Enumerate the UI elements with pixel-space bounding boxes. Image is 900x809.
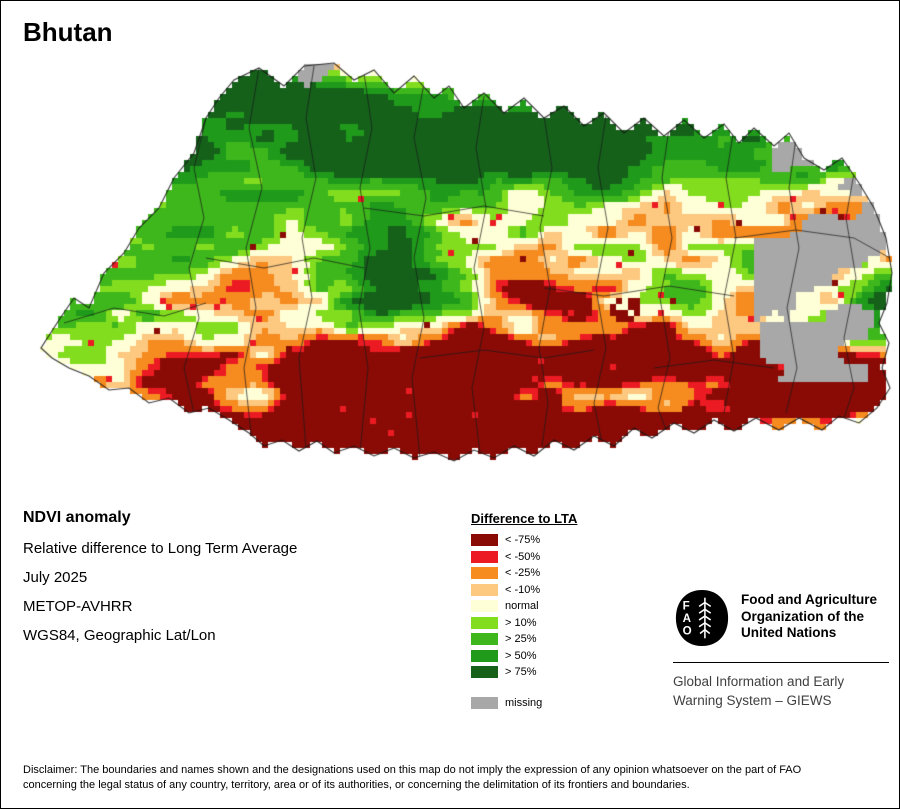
svg-text:O: O — [683, 624, 692, 637]
legend-item: > 25% — [471, 631, 577, 648]
map-info-sensor: METOP-AVHRR — [23, 598, 133, 615]
legend-swatch-lt10 — [471, 583, 498, 596]
legend: Difference to LTA < -75% < -50% < -25% < -1… — [471, 511, 577, 711]
legend-swatch-lt75 — [471, 534, 498, 547]
map-info-subtitle: Relative difference to Long Term Average — [23, 540, 298, 557]
legend-item: normal — [471, 598, 577, 615]
disclaimer: Disclaimer: The boundaries and names sho… — [23, 763, 879, 793]
legend-label: missing — [505, 696, 543, 709]
legend-swatch-gt25 — [471, 633, 498, 646]
giews-caption: Global Information and Early Warning Sys… — [673, 672, 844, 710]
legend-swatch-lt50 — [471, 550, 498, 563]
legend-items: < -75% < -50% < -25% < -10% normal > 10% > 25%… — [471, 532, 577, 681]
svg-text:F: F — [683, 599, 690, 612]
legend-item: > 10% — [471, 615, 577, 632]
legend-item: < -10% — [471, 582, 577, 599]
fao-divider — [673, 662, 889, 663]
fao-org-line: Food and Agriculture — [741, 592, 877, 607]
legend-label: > 10% — [505, 616, 537, 629]
legend-item: < -50% — [471, 549, 577, 566]
svg-text:A: A — [683, 612, 692, 625]
disclaimer-line: Disclaimer: The boundaries and names sho… — [23, 764, 802, 776]
fao-logo-icon: F A O — [675, 589, 729, 647]
legend-item: < -75% — [471, 532, 577, 549]
disclaimer-line: concerning the legal status of any count… — [23, 779, 690, 791]
legend-label: normal — [505, 600, 539, 613]
fao-org-line: Organization of the — [741, 608, 864, 624]
map-info: NDVI anomaly Relative difference to Long… — [23, 509, 297, 656]
giews-line: Global Information and Early — [673, 674, 845, 689]
legend-swatch-gt10 — [471, 616, 498, 629]
map-info-heading: NDVI anomaly — [23, 509, 131, 526]
legend-item: < -25% — [471, 565, 577, 582]
legend-label: > 50% — [505, 649, 537, 662]
page-title: Bhutan — [23, 17, 113, 47]
map-info-projection: WGS84, Geographic Lat/Lon — [23, 627, 216, 644]
bhutan-ndvi-map — [34, 58, 894, 463]
legend-title: Difference to LTA — [471, 511, 578, 526]
legend-swatch-gt50 — [471, 649, 498, 662]
legend-label: < -25% — [505, 567, 541, 580]
fao-org-name: Food and Agriculture Organization of the… — [741, 589, 877, 647]
legend-label: < -75% — [505, 534, 541, 547]
fao-org-line: United Nations — [741, 625, 837, 640]
legend-label: < -10% — [505, 583, 541, 596]
legend-label: > 25% — [505, 633, 537, 646]
map-info-date: July 2025 — [23, 569, 88, 586]
giews-line: Warning System – GIEWS — [673, 693, 832, 708]
legend-swatch-normal — [471, 600, 498, 613]
fao-block: F A O Food and Agriculture Organization … — [673, 589, 877, 647]
legend-item: missing — [471, 695, 577, 712]
legend-label: < -50% — [505, 550, 541, 563]
legend-swatch-lt25 — [471, 567, 498, 580]
legend-item: > 50% — [471, 648, 577, 665]
legend-item: > 75% — [471, 664, 577, 681]
legend-missing: missing — [471, 695, 577, 712]
legend-swatch-missing — [471, 696, 498, 709]
legend-swatch-gt75 — [471, 666, 498, 679]
legend-label: > 75% — [505, 666, 537, 679]
